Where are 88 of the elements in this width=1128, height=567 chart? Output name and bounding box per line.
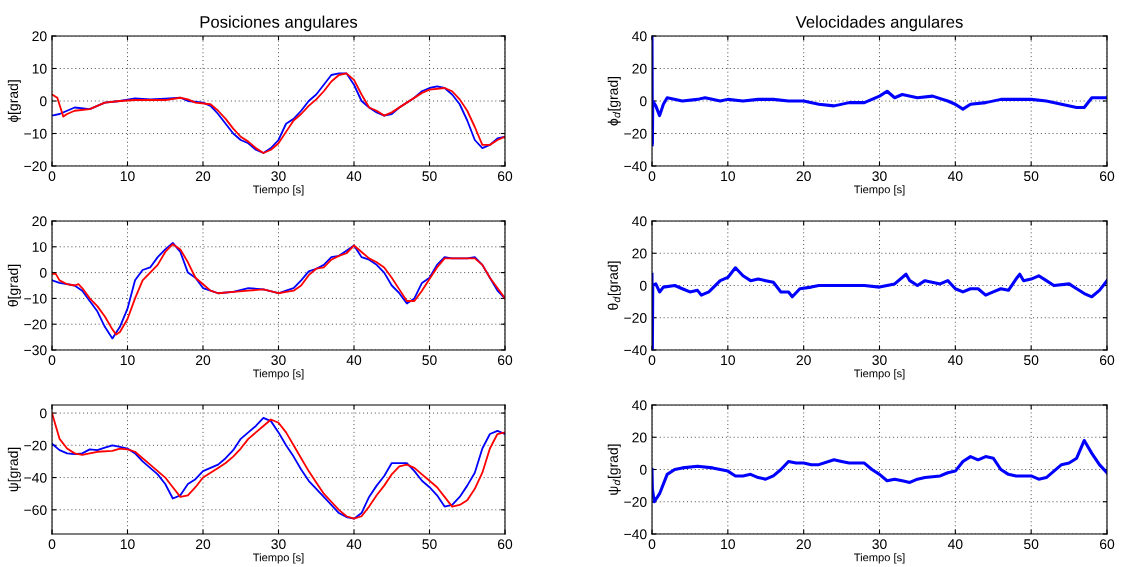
x-tick-label: 40 xyxy=(947,539,963,550)
y-tick-label: 20 xyxy=(632,248,647,259)
y-tick-label: 40 xyxy=(632,31,647,42)
x-axis-title: Tiempo [s] xyxy=(253,369,304,380)
y-tick-label: −20 xyxy=(624,313,647,323)
y-tick-label: −20 xyxy=(24,161,47,172)
x-tick-label: 10 xyxy=(721,355,736,366)
x-tick-label: 10 xyxy=(120,355,135,366)
x-tick-label: 0 xyxy=(48,355,56,366)
y-tick-label: 10 xyxy=(32,242,47,252)
x-tick-label: 50 xyxy=(1024,355,1039,366)
x-tick-label: 30 xyxy=(872,539,887,550)
chart-title: Velocidades angulares xyxy=(795,15,963,32)
x-tick-label: 20 xyxy=(796,171,811,182)
x-axis-title: Tiempo [s] xyxy=(854,553,905,564)
y-tick-label: 0 xyxy=(639,464,647,475)
line-series xyxy=(52,72,505,154)
y-tick-label: −40 xyxy=(624,161,647,172)
y-tick-label: −10 xyxy=(24,293,47,304)
chart-title: Posiciones angulares xyxy=(200,15,358,32)
x-axis-title: Tiempo [s] xyxy=(253,553,304,564)
y-axis-title: ψ[grad] xyxy=(7,447,21,492)
y-tick-label: 0 xyxy=(39,96,47,107)
y-tick-label: −10 xyxy=(24,128,47,139)
x-tick-label: 40 xyxy=(346,171,362,182)
x-tick-label: 30 xyxy=(872,171,887,182)
y-axis-title: ψ$_{d}$[grad] xyxy=(607,444,621,495)
x-tick-label: 20 xyxy=(195,539,211,550)
x-tick-label: 40 xyxy=(346,355,362,366)
x-tick-label: 40 xyxy=(947,355,963,366)
x-tick-label: 0 xyxy=(48,539,56,550)
x-tick-label: 30 xyxy=(872,355,887,366)
x-tick-label: 50 xyxy=(422,539,437,550)
x-tick-label: 30 xyxy=(271,539,286,550)
x-tick-label: 10 xyxy=(120,539,135,550)
x-axis-title: Tiempo [s] xyxy=(854,369,905,380)
y-tick-label: 20 xyxy=(32,216,47,227)
y-tick-label: −40 xyxy=(624,345,647,356)
y-tick-label: 20 xyxy=(632,432,647,443)
x-tick-label: 0 xyxy=(48,171,56,182)
x-tick-label: 50 xyxy=(422,171,437,182)
x-tick-label: 60 xyxy=(497,171,513,182)
y-tick-label: 20 xyxy=(32,31,47,42)
y-tick-label: −60 xyxy=(24,505,47,515)
y-tick-label: −20 xyxy=(24,440,47,451)
y-axis-title: ϕ[grad] xyxy=(7,80,21,123)
x-axis-title: Tiempo [s] xyxy=(253,185,304,196)
x-tick-label: 0 xyxy=(648,355,656,366)
y-tick-label: −20 xyxy=(624,497,647,507)
y-tick-label: 0 xyxy=(39,267,47,278)
x-tick-label: 20 xyxy=(195,355,211,366)
x-tick-label: 20 xyxy=(796,539,811,550)
y-tick-label: 0 xyxy=(639,280,647,291)
y-tick-label: 40 xyxy=(632,400,647,411)
x-tick-label: 50 xyxy=(1024,171,1039,182)
y-tick-label: −30 xyxy=(24,345,47,356)
x-tick-label: 10 xyxy=(721,539,736,550)
x-tick-label: 60 xyxy=(497,539,513,550)
x-tick-label: 20 xyxy=(195,171,211,182)
x-tick-label: 10 xyxy=(120,171,135,182)
y-tick-label: 40 xyxy=(632,216,647,227)
y-axis-title: ϕ$_{d}$[grad] xyxy=(607,77,621,126)
x-tick-label: 0 xyxy=(648,171,656,182)
y-axis-title: θ$_{d}$[grad] xyxy=(607,261,621,310)
x-tick-label: 20 xyxy=(796,355,811,366)
y-tick-label: −40 xyxy=(24,472,47,483)
y-axis-title: θ[grad] xyxy=(7,264,21,307)
x-tick-label: 50 xyxy=(422,355,437,366)
x-axis-title: Tiempo [s] xyxy=(854,185,905,196)
x-tick-label: 10 xyxy=(721,171,736,182)
y-tick-label: −20 xyxy=(24,319,47,330)
x-tick-label: 60 xyxy=(1099,539,1115,550)
x-tick-label: 0 xyxy=(648,539,656,550)
x-tick-label: 40 xyxy=(346,539,362,550)
x-tick-label: 60 xyxy=(497,355,513,366)
x-tick-label: 60 xyxy=(1099,355,1115,366)
x-tick-label: 50 xyxy=(1024,539,1039,550)
y-tick-label: 20 xyxy=(632,63,647,74)
x-tick-label: 60 xyxy=(1099,171,1115,182)
line-series xyxy=(652,438,1107,504)
y-tick-label: 0 xyxy=(39,408,47,419)
y-tick-label: −20 xyxy=(624,128,647,139)
y-tick-label: 0 xyxy=(639,96,647,107)
x-tick-label: 30 xyxy=(271,355,286,366)
x-tick-label: 40 xyxy=(947,171,963,182)
y-tick-label: −40 xyxy=(624,529,647,540)
x-tick-label: 30 xyxy=(271,171,286,182)
y-tick-label: 10 xyxy=(32,63,47,74)
